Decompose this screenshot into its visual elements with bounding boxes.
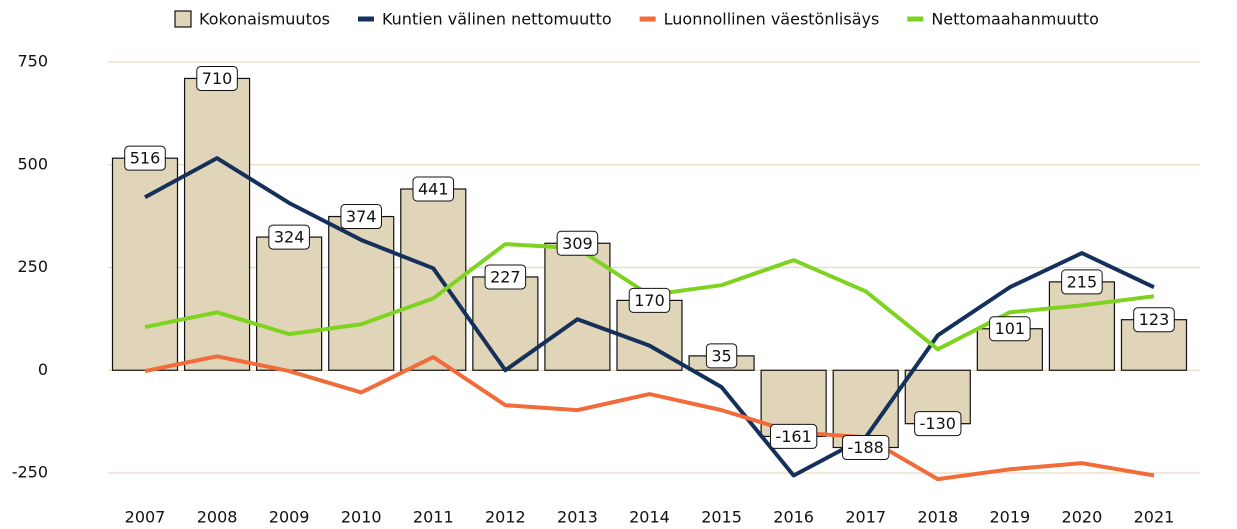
y-tick-label: 250	[17, 257, 48, 276]
data-label-text: 309	[562, 234, 593, 253]
x-tick-label: 2013	[557, 508, 598, 527]
bar	[1048, 281, 1116, 371]
data-label: 35	[705, 343, 738, 369]
data-label: 324	[268, 224, 310, 250]
legend-label: Nettomaahanmuutto	[931, 10, 1099, 29]
data-label: 215	[1061, 269, 1103, 295]
data-label: -161	[769, 423, 818, 449]
data-label-text: 35	[711, 346, 731, 365]
x-tick-label: 2016	[773, 508, 814, 527]
data-label-text: 215	[1067, 272, 1098, 291]
data-label: 101	[989, 316, 1031, 342]
x-tick-label: 2020	[1062, 508, 1103, 527]
data-label-text: 123	[1139, 310, 1170, 329]
legend-label: Kuntien välinen nettomuutto	[382, 10, 612, 29]
data-label: 123	[1133, 307, 1175, 333]
x-tick-label: 2015	[701, 508, 742, 527]
data-label: 710	[196, 65, 238, 91]
x-tick-label: 2018	[917, 508, 958, 527]
y-tick-label: 750	[17, 52, 48, 71]
data-label: 170	[628, 287, 671, 313]
label-box	[705, 343, 738, 369]
label-box	[769, 423, 818, 449]
data-label: -130	[914, 411, 962, 437]
line	[144, 354, 1155, 482]
x-tick-label: 2007	[125, 508, 166, 527]
legend-label: Kokonaismuutos	[199, 10, 330, 29]
label-box	[556, 230, 599, 256]
bar	[256, 236, 323, 371]
label-box	[196, 65, 238, 91]
data-label-text: 710	[202, 69, 233, 88]
bar	[328, 215, 395, 371]
x-tick-label: 2011	[413, 508, 454, 527]
data-label: 227	[484, 264, 527, 290]
data-label-text: -161	[775, 427, 811, 446]
label-box	[1061, 269, 1103, 295]
data-label: 441	[412, 176, 455, 202]
x-tick-label: 2008	[197, 508, 238, 527]
label-box	[340, 204, 382, 230]
data-label-text: 441	[418, 179, 449, 198]
data-label-text: 324	[274, 228, 305, 247]
x-tick-label: 2019	[989, 508, 1030, 527]
label-box	[1133, 307, 1175, 333]
line	[144, 156, 1155, 478]
data-label-text: -188	[848, 438, 884, 457]
x-tick-label: 2021	[1134, 508, 1175, 527]
y-tick-label: 0	[38, 360, 48, 379]
bar	[183, 77, 251, 371]
legend-swatch	[174, 10, 192, 28]
label-box	[268, 224, 310, 250]
y-tick-label: 500	[17, 154, 48, 173]
data-label-text: 374	[346, 207, 377, 226]
data-label-text: 227	[490, 267, 521, 286]
data-label: 516	[124, 145, 166, 171]
data-label-text: 170	[634, 291, 665, 310]
data-label: 374	[340, 204, 382, 230]
label-box	[412, 176, 455, 202]
data-label: 309	[556, 230, 599, 256]
data-label-text: 101	[995, 319, 1026, 338]
label-box	[124, 145, 166, 171]
bar	[111, 157, 179, 371]
label-box	[628, 287, 671, 313]
label-box	[842, 435, 890, 461]
x-tick-label: 2009	[269, 508, 310, 527]
legend-label: Luonnollinen väestönlisäys	[664, 10, 880, 29]
label-box	[484, 264, 527, 290]
x-tick-label: 2014	[629, 508, 670, 527]
x-tick-label: 2017	[845, 508, 886, 527]
x-tick-label: 2010	[341, 508, 382, 527]
label-box	[914, 411, 962, 437]
label-box	[989, 316, 1031, 342]
data-label-text: -130	[920, 414, 956, 433]
data-label-text: 516	[130, 149, 161, 168]
y-tick-label: -250	[12, 463, 48, 482]
x-tick-label: 2012	[485, 508, 526, 527]
data-label: -188	[842, 435, 890, 461]
